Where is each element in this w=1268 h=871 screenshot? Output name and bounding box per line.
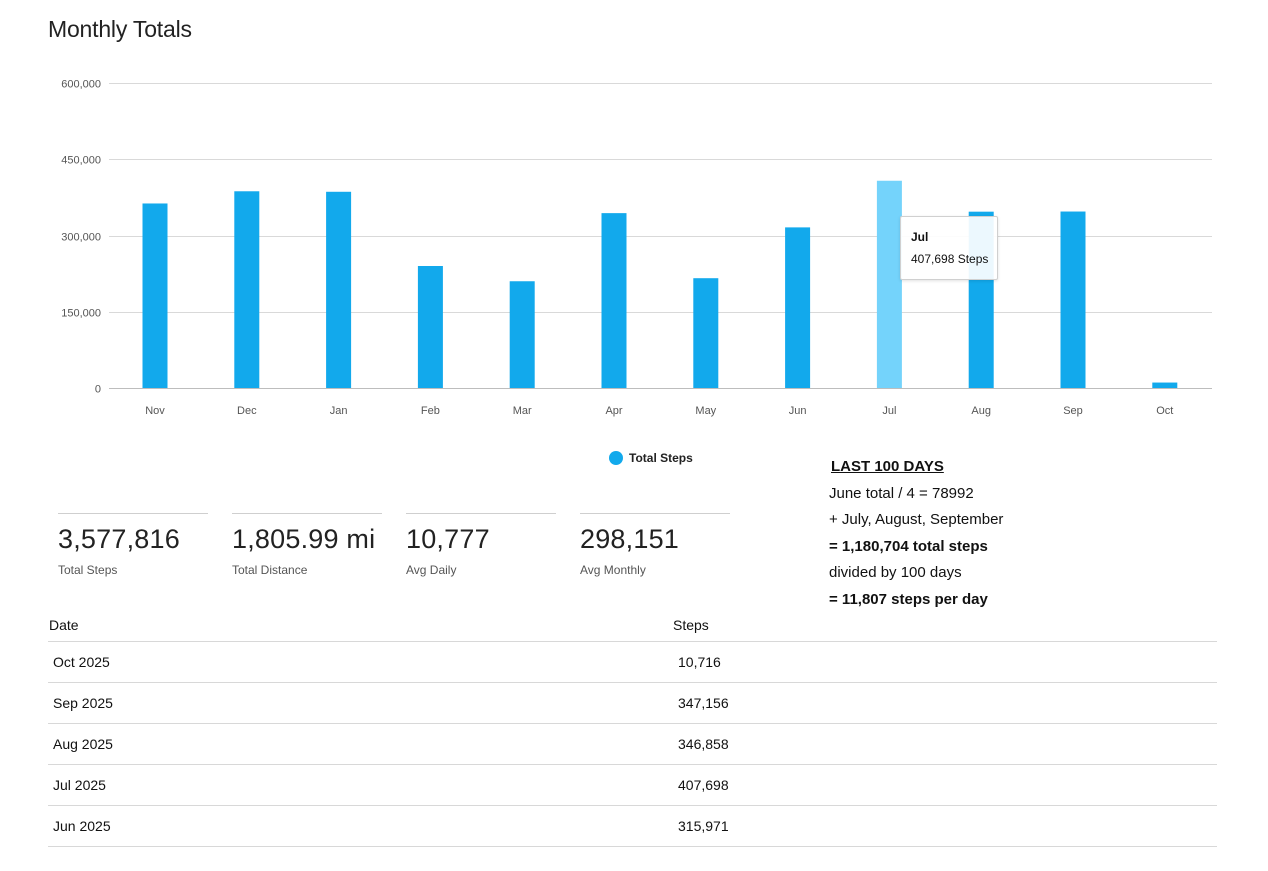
legend-dot-icon	[609, 451, 623, 465]
stat-total-steps: 3,577,816 Total Steps	[58, 513, 208, 577]
y-tick-label: 150,000	[61, 308, 101, 320]
date-cell: Jul 2025	[48, 764, 673, 806]
table-header-row: Date Steps	[48, 608, 1217, 642]
stat-value: 1,805.99 mi	[232, 524, 376, 554]
x-tick-label: Aug	[971, 405, 991, 417]
steps-cell: 347,156	[673, 682, 1217, 724]
x-tick-label: Apr	[605, 405, 622, 417]
stat-value: 298,151	[580, 524, 679, 554]
table-row: Sep 2025 347,156	[48, 682, 1217, 724]
bar-jun[interactable]	[785, 227, 811, 388]
y-tick-label: 450,000	[61, 155, 101, 167]
note-result: = 11,807 steps per day	[829, 590, 988, 608]
note-line: June total / 4 = 78992	[829, 484, 974, 502]
stat-label: Total Steps	[58, 563, 118, 577]
note-total: = 1,180,704 total steps	[829, 537, 988, 555]
x-tick-label: Nov	[145, 405, 165, 417]
steps-cell: 407,698	[673, 764, 1217, 806]
table-row: Jun 2025 315,971	[48, 805, 1217, 847]
date-cell: Sep 2025	[48, 682, 673, 724]
y-tick-label: 0	[95, 384, 101, 396]
x-tick-label: Dec	[237, 405, 257, 417]
monthly-steps-bar-chart: 0 150,000 300,000 450,000 600,000 Nov Dec Jan Fe…	[61, 79, 1212, 417]
table-row: Jul 2025 407,698	[48, 764, 1217, 806]
steps-cell: 346,858	[673, 723, 1217, 765]
column-header-date[interactable]: Date	[48, 608, 673, 642]
bar-feb[interactable]	[417, 266, 443, 388]
stat-value: 3,577,816	[58, 524, 180, 554]
x-tick-label: Sep	[1063, 405, 1083, 417]
stat-total-distance: 1,805.99 mi Total Distance	[232, 513, 382, 577]
page-title: Monthly Totals	[48, 16, 192, 42]
chart-legend-total-steps[interactable]: Total Steps	[609, 451, 693, 465]
bar-apr[interactable]	[601, 213, 627, 388]
note-line: + July, August, September	[829, 511, 1004, 528]
x-tick-label: Oct	[1156, 405, 1173, 417]
table-row: Oct 2025 10,716	[48, 641, 1217, 683]
x-tick-label: Jul	[882, 405, 896, 417]
bar-jan[interactable]	[326, 191, 352, 388]
stat-value: 10,777	[406, 524, 490, 554]
x-tick-label: Mar	[513, 405, 532, 417]
stat-avg-monthly: 298,151 Avg Monthly	[580, 513, 730, 577]
table-row: Aug 2025 346,858	[48, 723, 1217, 765]
stat-label: Avg Monthly	[580, 563, 646, 577]
x-tick-label: Jan	[330, 405, 348, 417]
bar-nov[interactable]	[142, 203, 168, 388]
chart-tooltip: Jul 407,698 Steps	[900, 216, 998, 280]
monthly-steps-table: Date Steps Oct 2025 10,716 Sep 2025 347,…	[48, 608, 1217, 847]
x-tick-label: Feb	[421, 405, 440, 417]
stat-avg-daily: 10,777 Avg Daily	[406, 513, 556, 577]
note-heading: LAST 100 DAYS	[831, 458, 944, 475]
y-tick-label: 300,000	[61, 232, 101, 244]
column-header-steps[interactable]: Steps	[673, 608, 1217, 642]
legend-label: Total Steps	[629, 451, 693, 465]
bar-may[interactable]	[693, 278, 719, 388]
bar-jul[interactable]	[876, 180, 902, 388]
date-cell: Oct 2025	[48, 641, 673, 683]
x-tick-label: May	[695, 405, 716, 417]
stat-label: Total Distance	[232, 563, 308, 577]
bar-mar[interactable]	[509, 281, 535, 388]
date-cell: Aug 2025	[48, 723, 673, 765]
bar-oct[interactable]	[1152, 382, 1178, 388]
note-line: divided by 100 days	[829, 564, 962, 581]
x-tick-label: Jun	[789, 405, 807, 417]
last-100-days-note: LAST 100 DAYS June total / 4 = 78992 + J…	[829, 454, 1003, 613]
bar-dec[interactable]	[234, 191, 260, 388]
tooltip-value: 407,698 Steps	[911, 252, 989, 266]
date-cell: Jun 2025	[48, 805, 673, 847]
tooltip-title: Jul	[911, 230, 929, 244]
stat-label: Avg Daily	[406, 563, 457, 577]
steps-cell: 315,971	[673, 805, 1217, 847]
y-tick-label: 600,000	[61, 79, 101, 91]
steps-cell: 10,716	[673, 641, 1217, 683]
bar-sep[interactable]	[1060, 211, 1086, 388]
